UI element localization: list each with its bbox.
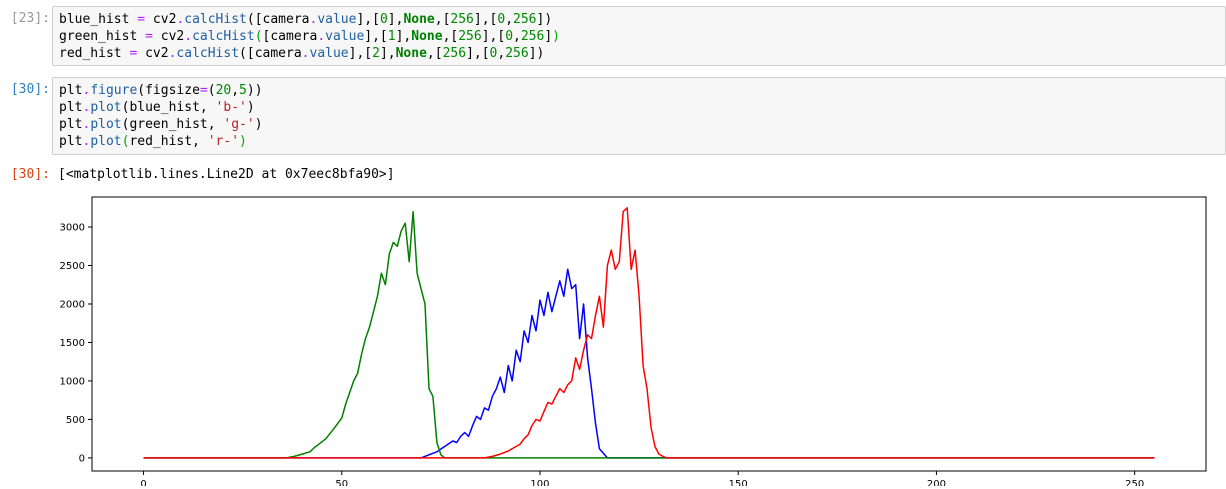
output-text: [<matplotlib.lines.Line2D at 0x7eec8bfa9… [58,167,395,182]
code-line: green_hist = cv2.calcHist([camera.value]… [59,29,560,44]
x-tick-label: 0 [140,479,146,486]
cell-prompt: [30]: [10,82,50,97]
y-tick-label: 500 [66,415,85,426]
y-tick-label: 3000 [60,223,85,234]
series-line-2 [143,207,1155,459]
code-input[interactable]: blue_hist = cv2.calcHist([camera.value],… [52,6,1226,66]
code-line: plt.figure(figsize=(20,5)) [59,83,263,98]
output-prompt: [30]: [10,167,50,182]
x-tick-label: 100 [530,479,549,486]
y-tick-label: 2000 [60,299,85,310]
chart-series-group [143,207,1155,459]
code-input[interactable]: plt.figure(figsize=(20,5)) plt.plot(blue… [52,77,1226,155]
code-line: blue_hist = cv2.calcHist([camera.value],… [59,12,553,27]
y-tick-label: 1500 [60,338,85,349]
code-line: red_hist = cv2.calcHist([camera.value],[… [59,46,545,61]
code-line: plt.plot(blue_hist, 'b-') [59,100,255,115]
plot-frame [91,196,1207,472]
code-line: plt.plot(red_hist, 'r-') [59,134,247,149]
code-line: plt.plot(green_hist, 'g-') [59,117,263,132]
x-tick-label: 250 [1125,479,1144,486]
x-tick-label: 150 [729,479,748,486]
cell-prompt: [23]: [10,11,50,26]
series-line-0 [143,268,1155,459]
y-tick-label: 0 [79,453,85,464]
y-tick-label: 1000 [60,376,85,387]
x-tick-label: 50 [335,479,348,486]
series-line-1 [143,210,1155,459]
y-tick-label: 2500 [60,261,85,272]
x-tick-label: 200 [927,479,946,486]
